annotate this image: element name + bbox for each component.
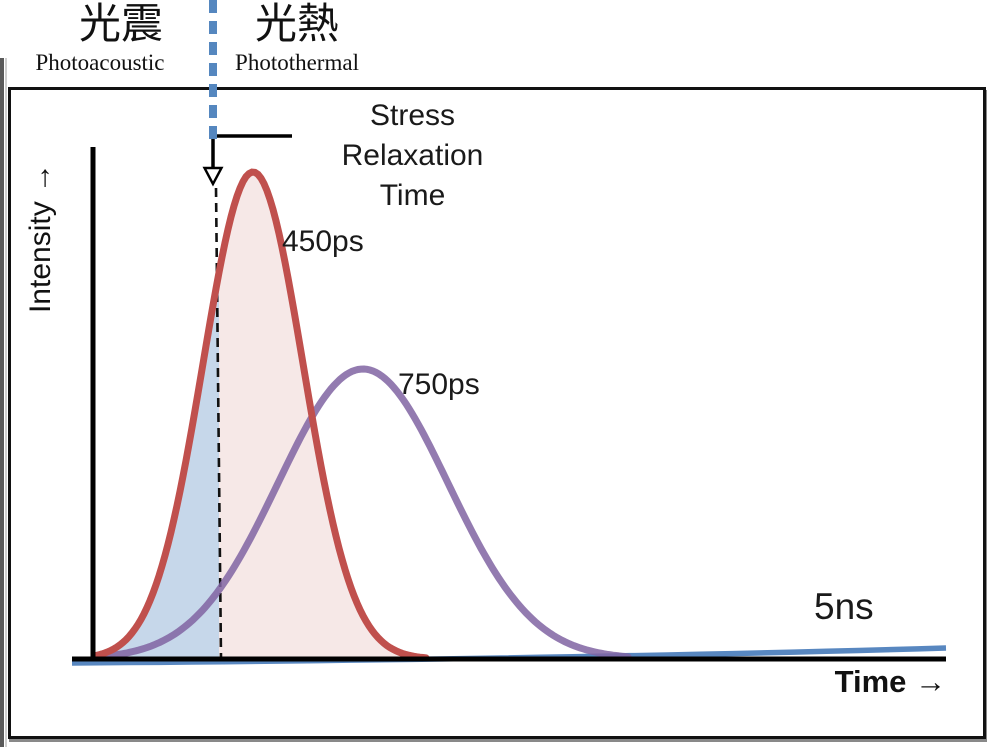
label-5ns: 5ns <box>814 586 874 627</box>
stress-relaxation-time-label: Stress Relaxation Time <box>341 99 484 212</box>
regime-left-english: Photoacoustic <box>35 50 165 75</box>
plot-frame <box>8 87 986 739</box>
regime-right-english: Photothermal <box>235 50 359 75</box>
label-450ps: 450ps <box>282 225 364 258</box>
y-axis-label: Intensity → <box>24 162 57 314</box>
regime-right-cjk: 光熱 <box>254 2 339 48</box>
regime-left-cjk: 光震 <box>78 2 163 48</box>
slide-edge-line-light <box>5 58 7 747</box>
x-axis-label: Time → <box>834 664 946 699</box>
label-750ps: 750ps <box>398 368 480 401</box>
slide-edge-line <box>0 58 4 747</box>
